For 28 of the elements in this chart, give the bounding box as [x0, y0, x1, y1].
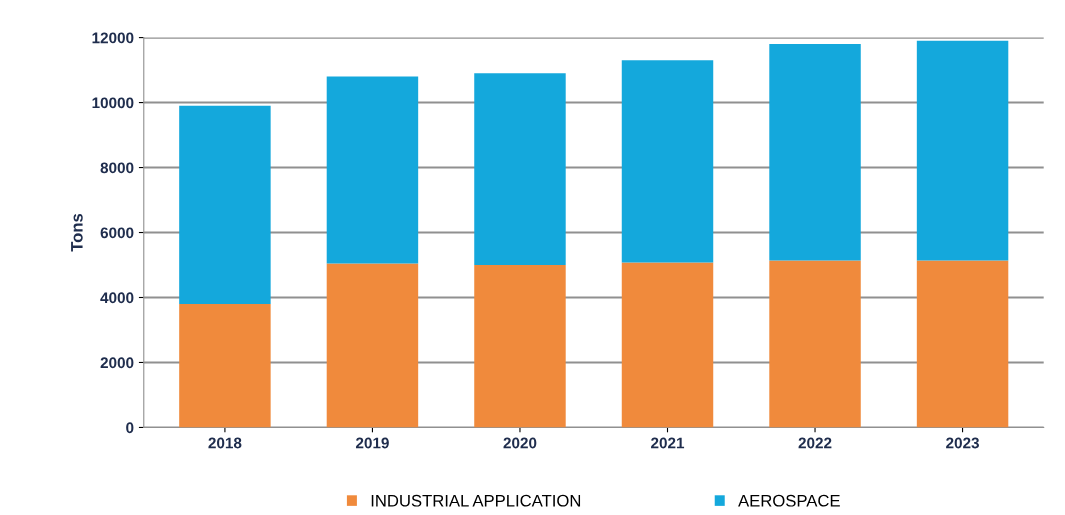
y-tick-label: 10000 [92, 97, 134, 109]
x-tick-label: 2022 [798, 437, 832, 449]
x-tick-label: 2020 [503, 437, 537, 449]
legend-label: AEROSPACE [738, 494, 840, 507]
y-axis-title: Tons [71, 213, 83, 252]
bar [326, 76, 419, 264]
bar [474, 265, 566, 428]
x-tick-label: 2021 [651, 437, 685, 449]
bar [474, 73, 566, 266]
y-tick-label: 6000 [100, 227, 134, 239]
legend-label: INDUSTRIAL APPLICATION [371, 494, 581, 507]
bar [326, 263, 419, 428]
bar [179, 105, 271, 304]
y-tick-label: 12000 [92, 32, 134, 44]
x-tick-label: 2018 [208, 437, 242, 449]
x-tick-label: 2019 [355, 437, 389, 449]
bar [916, 260, 1009, 428]
bar [916, 40, 1009, 261]
y-tick-label: 2000 [100, 357, 134, 369]
bar [621, 60, 714, 263]
x-tick-label: 2023 [946, 437, 979, 449]
bar [769, 260, 861, 428]
bar [769, 44, 861, 261]
y-tick-label: 4000 [100, 292, 134, 304]
y-tick-label: 0 [126, 422, 134, 434]
bar [621, 262, 714, 428]
bar [179, 304, 271, 428]
y-tick-label: 8000 [100, 162, 134, 174]
